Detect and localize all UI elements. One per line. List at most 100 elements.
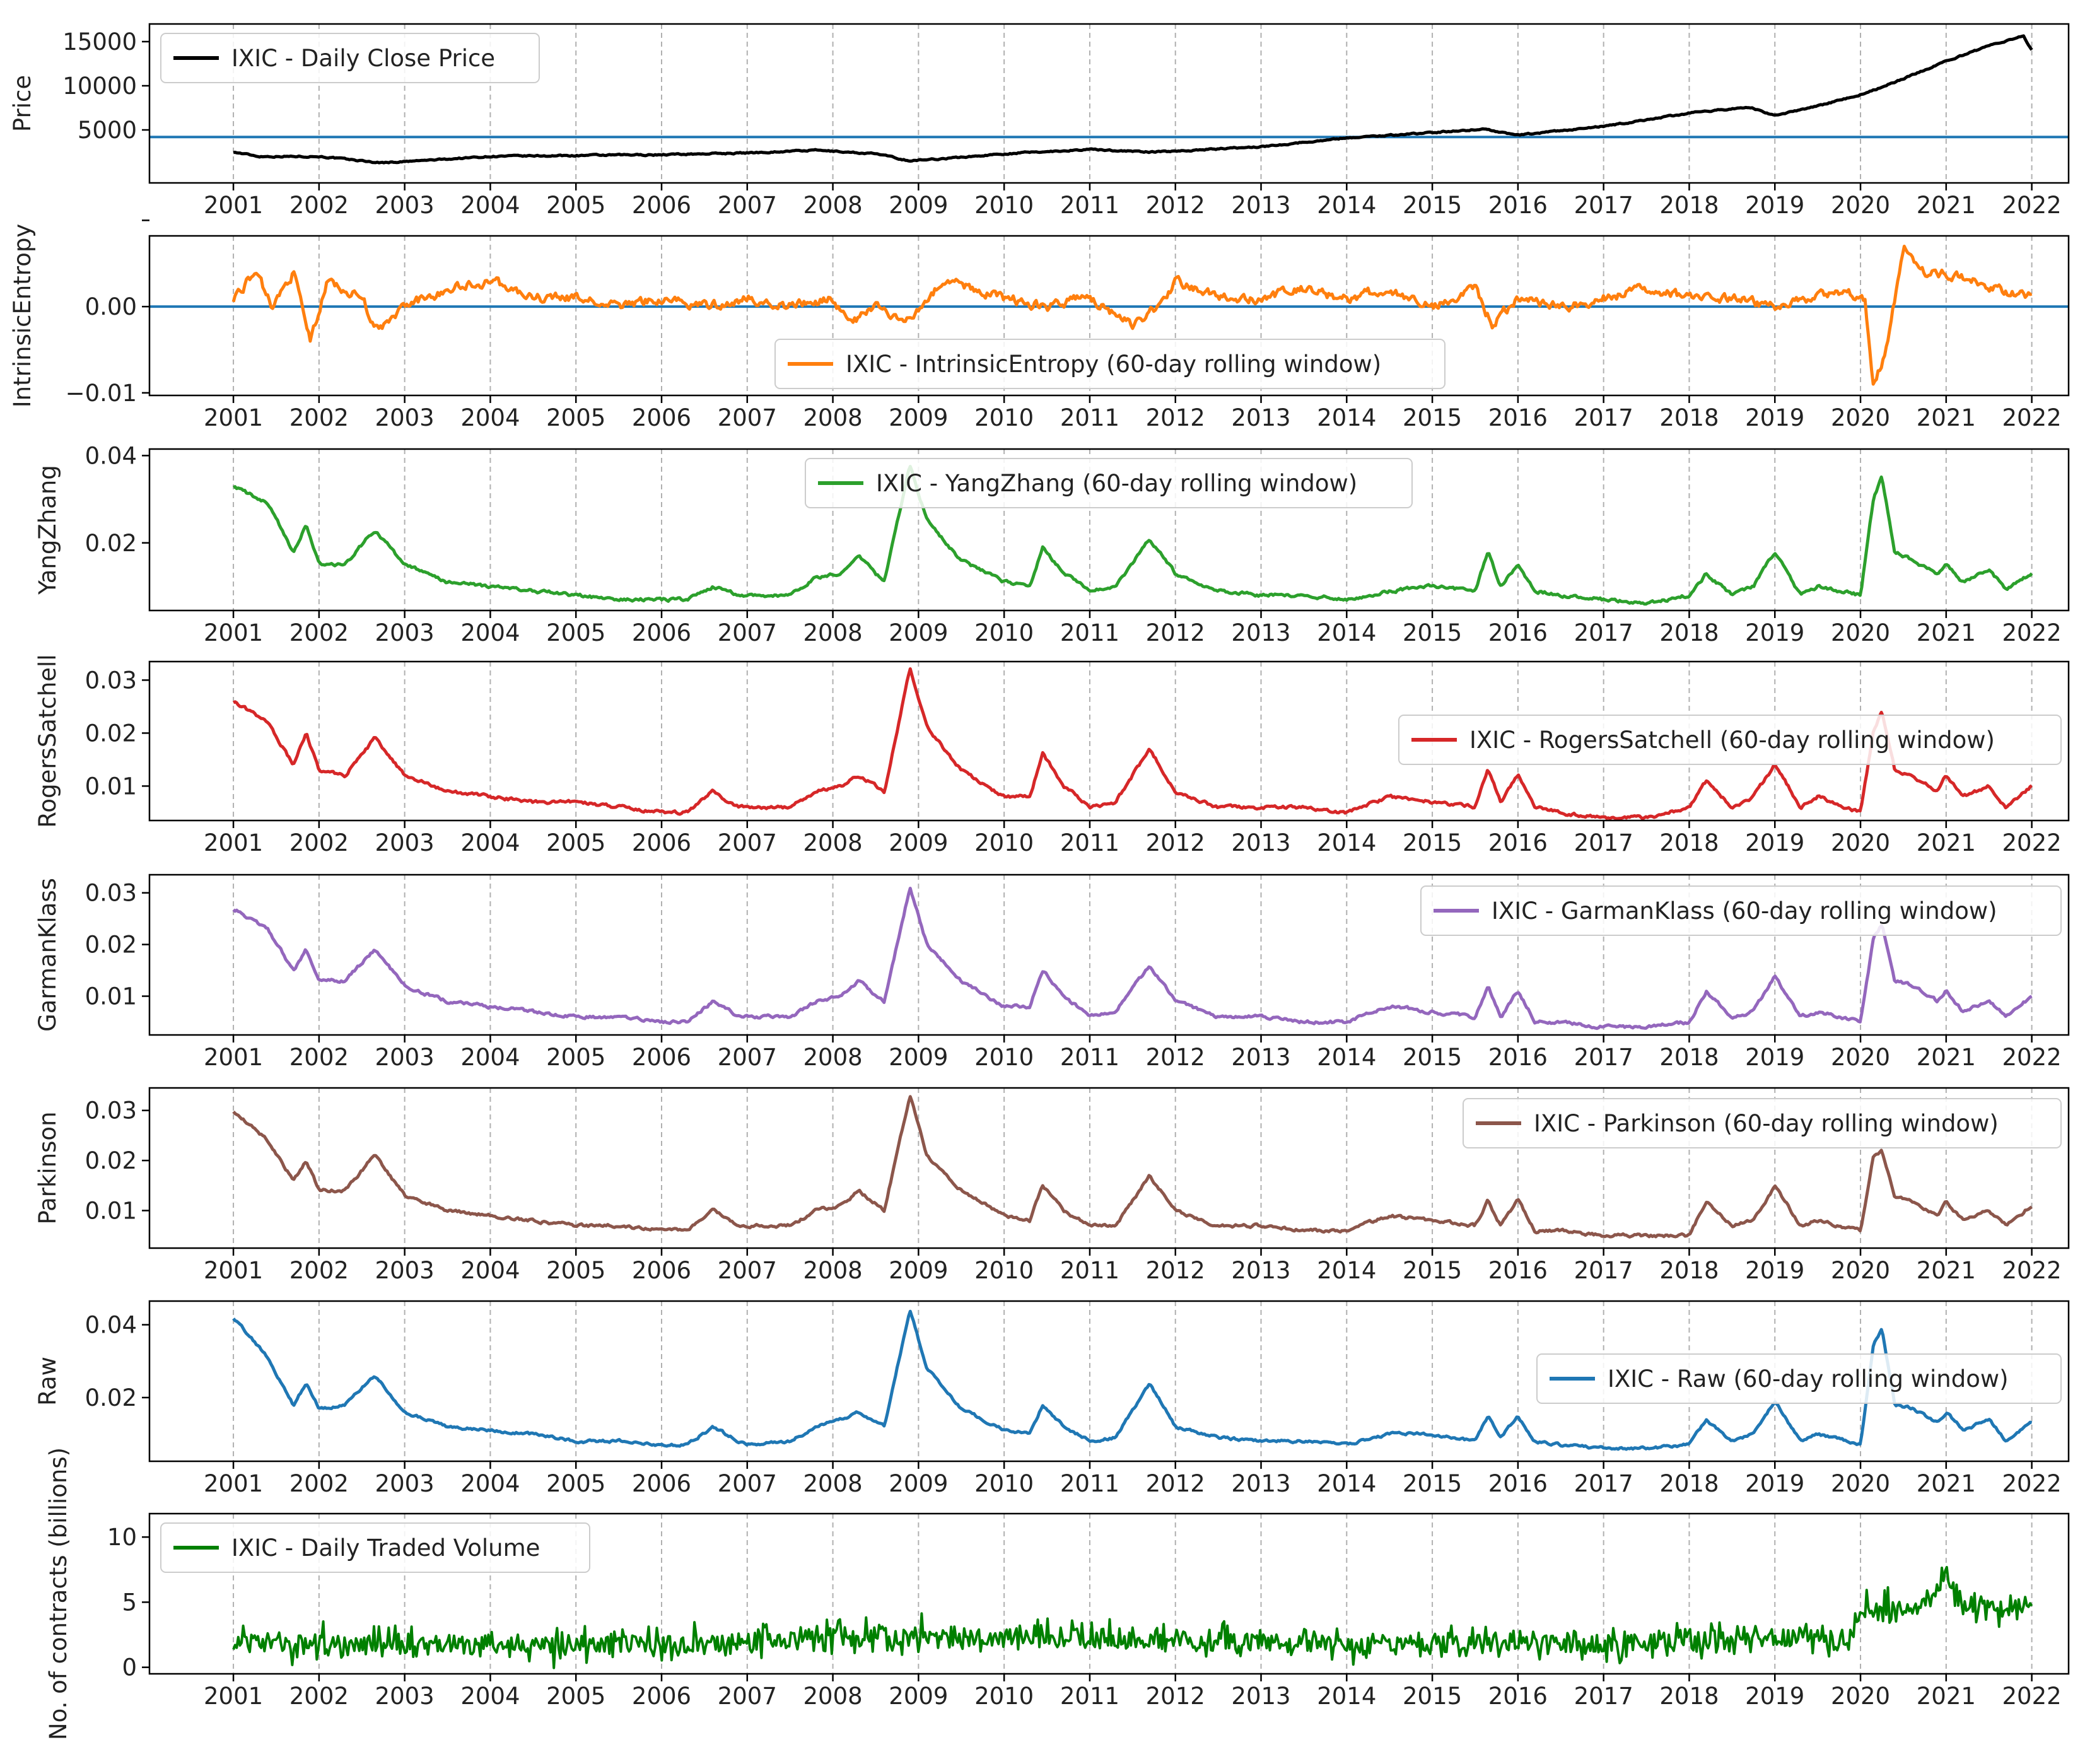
x-tick-label: 2002: [289, 1257, 349, 1284]
y-tick-label: 10000: [62, 73, 137, 100]
x-tick-label: 2013: [1231, 1257, 1290, 1284]
x-tick-label: 2017: [1574, 404, 1633, 431]
x-tick-label: 2021: [1917, 1044, 1976, 1071]
x-tick-label: 2006: [632, 1470, 691, 1497]
y-axis-label: No. of contracts (billions): [45, 1447, 72, 1740]
series-line: [232, 1309, 2033, 1451]
x-tick-label: 2004: [460, 1257, 520, 1284]
x-tick-label: 2002: [289, 829, 349, 856]
panel-4: 0.01 0.02 0.03 2001 2002 2003 2004 2005 2006 2007…: [34, 873, 2070, 1071]
y-tick-label: 0.02: [85, 1147, 137, 1174]
x-tick-label: 2002: [289, 404, 349, 431]
x-tick-label: 2013: [1231, 1470, 1290, 1497]
x-tick-label: 2008: [803, 1257, 862, 1284]
x-tick-label: 2021: [1917, 1470, 1976, 1497]
legend-label: IXIC - Raw (60-day rolling window): [1608, 1365, 2009, 1393]
x-tick-label: 2001: [204, 1257, 263, 1284]
x-tick-label: 2022: [2002, 1044, 2062, 1071]
legend-label: IXIC - GarmanKlass (60-day rolling windo…: [1492, 897, 1997, 925]
y-tick-label: 0.02: [85, 720, 137, 747]
x-tick-label: 2014: [1317, 829, 1376, 856]
x-tick-label: 2017: [1574, 1683, 1633, 1710]
x-tick-label: 2006: [632, 829, 691, 856]
x-tick-label: 2018: [1659, 829, 1719, 856]
x-tick-label: 2012: [1146, 192, 1205, 219]
x-tick-label: 2021: [1917, 192, 1976, 219]
x-tick-label: 2009: [889, 619, 948, 646]
y-tick-label: 0.02: [85, 932, 137, 959]
x-tick-label: 2010: [974, 1683, 1034, 1710]
x-tick-label: 2009: [889, 1257, 948, 1284]
x-tick-label: 2008: [803, 404, 862, 431]
x-tick-label: 2022: [2002, 1257, 2062, 1284]
legend-label: IXIC - IntrinsicEntropy (60-day rolling …: [846, 351, 1381, 378]
x-tick-label: 2016: [1488, 1683, 1548, 1710]
x-tick-label: 2005: [546, 1044, 605, 1071]
x-tick-label: 2022: [2002, 1470, 2062, 1497]
x-tick-label: 2008: [803, 619, 862, 646]
x-tick-label: 2011: [1060, 404, 1119, 431]
series-line: [232, 667, 2033, 821]
x-tick-label: 2002: [289, 1044, 349, 1071]
legend-box: [1536, 1353, 2062, 1404]
x-tick-label: 2018: [1659, 1044, 1719, 1071]
x-tick-label: 2018: [1659, 1257, 1719, 1284]
x-tick-label: 2020: [1831, 1470, 1890, 1497]
x-tick-label: 2020: [1831, 829, 1890, 856]
x-tick-label: 2007: [718, 192, 777, 219]
y-tick-label: 0.01: [85, 773, 137, 800]
x-tick-label: 2006: [632, 404, 691, 431]
x-tick-label: 2003: [375, 1257, 435, 1284]
x-tick-label: 2007: [718, 619, 777, 646]
x-tick-label: 2004: [460, 1470, 520, 1497]
legend-box: [1398, 715, 2062, 765]
x-tick-label: 2017: [1574, 1470, 1633, 1497]
x-tick-label: 2007: [718, 1470, 777, 1497]
x-tick-label: 2021: [1917, 1257, 1976, 1284]
x-tick-label: 2005: [546, 619, 605, 646]
x-tick-label: 2018: [1659, 1470, 1719, 1497]
x-tick-label: 2008: [803, 1470, 862, 1497]
x-tick-label: 2005: [546, 829, 605, 856]
x-tick-label: 2013: [1231, 829, 1290, 856]
x-tick-label: 2004: [460, 404, 520, 431]
x-tick-label: 2012: [1146, 1257, 1205, 1284]
x-tick-label: 2002: [289, 1470, 349, 1497]
x-tick-label: 2020: [1831, 404, 1890, 431]
x-tick-label: 2003: [375, 1470, 435, 1497]
y-axis-label: RogersSatchell: [34, 654, 61, 827]
series-line: [232, 887, 2033, 1031]
x-tick-label: 2015: [1403, 1044, 1462, 1071]
x-tick-label: 2012: [1146, 1683, 1205, 1710]
x-tick-label: 2014: [1317, 192, 1376, 219]
x-tick-label: 2005: [546, 1470, 605, 1497]
x-tick-label: 2015: [1403, 1470, 1462, 1497]
x-tick-label: 2008: [803, 192, 862, 219]
x-tick-label: 2021: [1917, 404, 1976, 431]
x-tick-label: 2009: [889, 1044, 948, 1071]
y-tick-label: 5000: [78, 117, 137, 144]
x-tick-label: 2017: [1574, 1257, 1633, 1284]
x-tick-label: 2001: [204, 404, 263, 431]
x-tick-label: 2012: [1146, 1470, 1205, 1497]
x-tick-label: 2014: [1317, 1683, 1376, 1710]
y-axis-label: Raw: [34, 1357, 61, 1406]
x-tick-label: 2005: [546, 1257, 605, 1284]
x-tick-label: 2014: [1317, 1044, 1376, 1071]
legend-box: [805, 458, 1413, 508]
x-tick-label: 2014: [1317, 1470, 1376, 1497]
legend-label: IXIC - YangZhang (60-day rolling window): [876, 470, 1357, 497]
legend-box: [160, 33, 540, 83]
x-tick-label: 2009: [889, 404, 948, 431]
x-tick-label: 2009: [889, 192, 948, 219]
x-tick-label: 2004: [460, 1683, 520, 1710]
y-axis-label: Parkinson: [34, 1111, 61, 1224]
legend-box: [1463, 1098, 2062, 1148]
series-line: [233, 465, 2033, 606]
x-tick-label: 2007: [718, 1044, 777, 1071]
x-tick-label: 2018: [1659, 1683, 1719, 1710]
legend-label: IXIC - Parkinson (60-day rolling window): [1534, 1110, 1999, 1137]
plot-frame: [148, 235, 2070, 397]
x-tick-label: 2011: [1060, 192, 1119, 219]
